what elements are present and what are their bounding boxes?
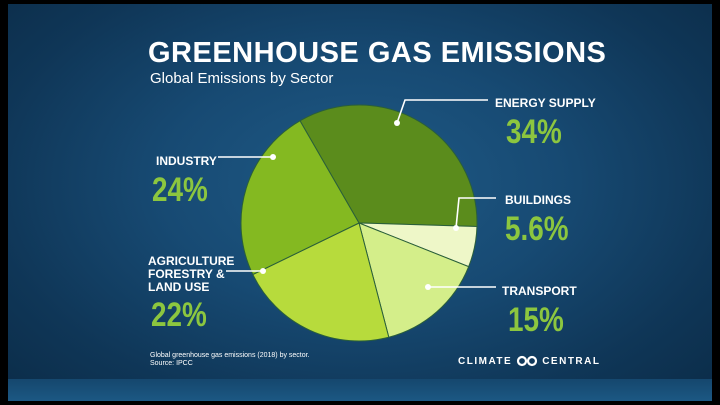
leader-buildings-dot <box>453 225 459 231</box>
climate-central-logo: CLIMATE CENTRAL <box>458 355 600 367</box>
label-energy-supply: ENERGY SUPPLY <box>495 96 596 110</box>
pie-chart <box>218 99 496 342</box>
brand-right: CENTRAL <box>542 355 601 367</box>
value-transport: 15% <box>508 301 564 339</box>
source-line-1: Global greenhouse gas emissions (2018) b… <box>150 352 310 359</box>
label-buildings: BUILDINGS <box>505 193 571 207</box>
infinity-icon <box>517 355 538 367</box>
label-transport: TRANSPORT <box>502 284 577 298</box>
slice-energy-supply <box>299 104 478 227</box>
leader-agriculture-dot <box>260 268 266 274</box>
leader-energy-supply-dot <box>394 120 400 126</box>
value-agriculture: 22% <box>151 296 207 334</box>
chart-title: GREENHOUSE GAS EMISSIONS <box>148 37 607 69</box>
bottom-band <box>8 379 712 401</box>
slice-agriculture <box>252 222 390 342</box>
label-agriculture-line2: FORESTRY & <box>148 267 225 281</box>
source-note: Global greenhouse gas emissions (2018) b… <box>150 352 310 368</box>
leader-industry-dot <box>270 154 276 160</box>
leader-transport-dot <box>425 284 431 290</box>
chart-subtitle: Global Emissions by Sector <box>150 70 334 87</box>
label-industry: INDUSTRY <box>156 154 217 168</box>
source-line-2: Source: IPCC <box>150 360 193 367</box>
slice-transport <box>358 222 470 338</box>
label-agriculture-line3: LAND USE <box>148 280 210 294</box>
leader-buildings <box>455 197 496 229</box>
value-industry: 24% <box>152 171 208 209</box>
slice-industry <box>240 120 360 276</box>
value-buildings: 5.6% <box>505 210 569 248</box>
brand-left: CLIMATE <box>458 355 513 367</box>
value-energy-supply: 34% <box>506 113 562 151</box>
infographic: GREENHOUSE GAS EMISSIONS Global Emission… <box>8 4 712 401</box>
label-agriculture: AGRICULTURE FORESTRY & LAND USE <box>148 255 234 294</box>
label-agriculture-line1: AGRICULTURE <box>148 254 235 268</box>
leader-energy-supply <box>396 99 488 124</box>
